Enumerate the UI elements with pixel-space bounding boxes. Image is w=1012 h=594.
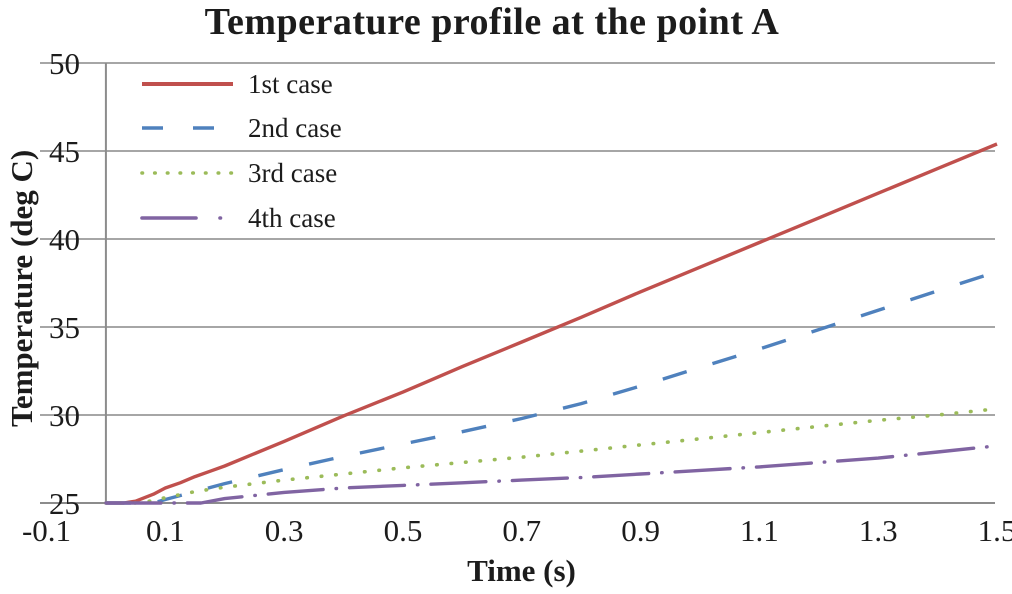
series-line-3rd-case bbox=[104, 406, 999, 505]
legend-swatch-icon bbox=[140, 216, 235, 220]
x-axis-title: Time (s) bbox=[467, 553, 576, 588]
legend-item: 3rd case bbox=[140, 158, 337, 188]
legend-item: 2nd case bbox=[140, 113, 342, 143]
y-tick-label: 30 bbox=[49, 398, 80, 433]
legend-label: 1st case bbox=[248, 68, 333, 99]
x-tick-label: 1.3 bbox=[859, 513, 898, 548]
y-tick-label: 45 bbox=[49, 134, 80, 169]
chart-title: Temperature profile at the point A bbox=[204, 1, 780, 43]
series-line-1st-case bbox=[105, 142, 998, 505]
y-tick-label: 50 bbox=[49, 46, 80, 81]
x-tick-label: 0.5 bbox=[384, 513, 423, 548]
series-line-4th-case bbox=[104, 444, 999, 505]
legend-label: 2nd case bbox=[248, 112, 342, 143]
legend-label: 3rd case bbox=[248, 157, 338, 188]
y-tick-label: 40 bbox=[49, 222, 80, 257]
x-tick-label: 1.5 bbox=[978, 513, 1012, 548]
legend-label: 4th case bbox=[248, 202, 336, 233]
x-tick-label: 0.7 bbox=[502, 513, 541, 548]
legend-swatch-icon bbox=[140, 171, 235, 175]
series-line-2nd-case bbox=[105, 269, 998, 505]
legend-item: 4th case bbox=[140, 203, 336, 233]
y-tick-label: 25 bbox=[49, 486, 80, 521]
x-tick-label: 0.3 bbox=[265, 513, 304, 548]
x-tick-label: 1.1 bbox=[740, 513, 779, 548]
legend-swatch-icon bbox=[142, 82, 233, 86]
y-tick-label: 35 bbox=[49, 310, 80, 345]
legend-swatch-icon bbox=[142, 126, 233, 130]
x-tick-label: 0.9 bbox=[621, 513, 660, 548]
x-tick-label: 0.1 bbox=[146, 513, 185, 548]
x-tick-label: -0.1 bbox=[22, 513, 71, 548]
legend-item: 1st case bbox=[140, 69, 333, 99]
